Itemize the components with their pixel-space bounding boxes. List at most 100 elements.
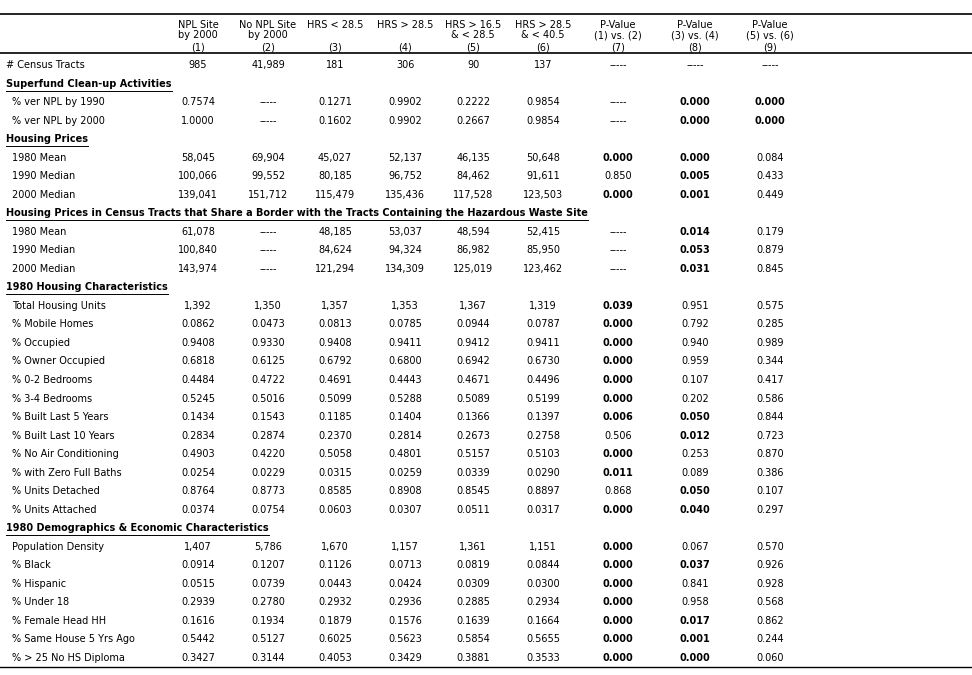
Text: 0.0862: 0.0862 bbox=[181, 319, 215, 329]
Text: -----: ----- bbox=[609, 246, 627, 255]
Text: 0.179: 0.179 bbox=[756, 227, 783, 237]
Text: % ver NPL by 2000: % ver NPL by 2000 bbox=[12, 116, 105, 126]
Text: 137: 137 bbox=[534, 60, 552, 70]
Text: 125,019: 125,019 bbox=[453, 264, 493, 274]
Text: -----: ----- bbox=[609, 264, 627, 274]
Text: 0.6818: 0.6818 bbox=[181, 356, 215, 367]
Text: 1,350: 1,350 bbox=[254, 301, 282, 311]
Text: 123,503: 123,503 bbox=[523, 190, 563, 200]
Text: 0.940: 0.940 bbox=[681, 338, 709, 348]
Text: 53,037: 53,037 bbox=[388, 227, 422, 237]
Text: 0.000: 0.000 bbox=[603, 616, 634, 626]
Text: 45,027: 45,027 bbox=[318, 153, 352, 163]
Text: 0.0317: 0.0317 bbox=[526, 505, 560, 514]
Text: 1,157: 1,157 bbox=[391, 541, 419, 551]
Text: 0.4691: 0.4691 bbox=[318, 375, 352, 385]
Text: -----: ----- bbox=[260, 264, 277, 274]
Text: % 3-4 Bedrooms: % 3-4 Bedrooms bbox=[12, 394, 92, 404]
Text: 0.1366: 0.1366 bbox=[456, 412, 490, 422]
Text: 0.000: 0.000 bbox=[603, 597, 634, 608]
Text: 1,361: 1,361 bbox=[459, 541, 487, 551]
Text: 0.089: 0.089 bbox=[681, 468, 709, 478]
Text: % Black: % Black bbox=[12, 560, 51, 570]
Text: 0.000: 0.000 bbox=[679, 653, 711, 663]
Text: 0.4722: 0.4722 bbox=[251, 375, 285, 385]
Text: 0.5099: 0.5099 bbox=[318, 394, 352, 404]
Text: 143,974: 143,974 bbox=[178, 264, 218, 274]
Text: 50,648: 50,648 bbox=[526, 153, 560, 163]
Text: 0.297: 0.297 bbox=[756, 505, 783, 514]
Text: 0.0603: 0.0603 bbox=[318, 505, 352, 514]
Text: 0.8585: 0.8585 bbox=[318, 486, 352, 496]
Text: -----: ----- bbox=[609, 116, 627, 126]
Text: 0.0819: 0.0819 bbox=[456, 560, 490, 570]
Text: 0.060: 0.060 bbox=[756, 653, 783, 663]
Text: % Female Head HH: % Female Head HH bbox=[12, 616, 106, 626]
Text: P-Value: P-Value bbox=[677, 20, 712, 30]
Text: 1,367: 1,367 bbox=[459, 301, 487, 311]
Text: (1): (1) bbox=[191, 42, 205, 52]
Text: 0.1434: 0.1434 bbox=[181, 412, 215, 422]
Text: 1980 Mean: 1980 Mean bbox=[12, 153, 66, 163]
Text: 0.0754: 0.0754 bbox=[251, 505, 285, 514]
Text: 0.000: 0.000 bbox=[603, 338, 634, 348]
Text: 0.723: 0.723 bbox=[756, 431, 783, 441]
Text: 0.000: 0.000 bbox=[603, 634, 634, 644]
Text: 0.6025: 0.6025 bbox=[318, 634, 352, 644]
Text: 0.2758: 0.2758 bbox=[526, 431, 560, 441]
Text: 0.012: 0.012 bbox=[679, 431, 711, 441]
Text: 0.2780: 0.2780 bbox=[251, 597, 285, 608]
Text: 0.1126: 0.1126 bbox=[318, 560, 352, 570]
Text: 115,479: 115,479 bbox=[315, 190, 355, 200]
Text: 85,950: 85,950 bbox=[526, 246, 560, 255]
Text: Total Housing Units: Total Housing Units bbox=[12, 301, 106, 311]
Text: 0.000: 0.000 bbox=[679, 153, 711, 163]
Text: 100,066: 100,066 bbox=[178, 171, 218, 182]
Text: P-Value: P-Value bbox=[752, 20, 787, 30]
Text: 0.040: 0.040 bbox=[679, 505, 711, 514]
Text: 0.3881: 0.3881 bbox=[456, 653, 490, 663]
Text: 0.2834: 0.2834 bbox=[181, 431, 215, 441]
Text: 0.000: 0.000 bbox=[603, 153, 634, 163]
Text: 0.0813: 0.0813 bbox=[318, 319, 352, 329]
Text: 0.868: 0.868 bbox=[605, 486, 632, 496]
Text: 0.1271: 0.1271 bbox=[318, 97, 352, 107]
Text: 0.9902: 0.9902 bbox=[388, 97, 422, 107]
Text: 0.000: 0.000 bbox=[603, 356, 634, 367]
Text: 1980 Mean: 1980 Mean bbox=[12, 227, 66, 237]
Text: 0.285: 0.285 bbox=[756, 319, 783, 329]
Text: 0.037: 0.037 bbox=[679, 560, 711, 570]
Text: 0.1397: 0.1397 bbox=[526, 412, 560, 422]
Text: 0.000: 0.000 bbox=[603, 375, 634, 385]
Text: 0.3429: 0.3429 bbox=[388, 653, 422, 663]
Text: & < 28.5: & < 28.5 bbox=[451, 30, 495, 40]
Text: 84,624: 84,624 bbox=[318, 246, 352, 255]
Text: 0.0739: 0.0739 bbox=[251, 578, 285, 589]
Text: 91,611: 91,611 bbox=[526, 171, 560, 182]
Text: 0.6792: 0.6792 bbox=[318, 356, 352, 367]
Text: 0.3427: 0.3427 bbox=[181, 653, 215, 663]
Text: 0.9411: 0.9411 bbox=[388, 338, 422, 348]
Text: 1,319: 1,319 bbox=[529, 301, 557, 311]
Text: 0.084: 0.084 bbox=[756, 153, 783, 163]
Text: 0.951: 0.951 bbox=[681, 301, 709, 311]
Text: 0.000: 0.000 bbox=[679, 116, 711, 126]
Text: % with Zero Full Baths: % with Zero Full Baths bbox=[12, 468, 122, 478]
Text: % Owner Occupied: % Owner Occupied bbox=[12, 356, 105, 367]
Text: 0.0511: 0.0511 bbox=[456, 505, 490, 514]
Text: 84,462: 84,462 bbox=[456, 171, 490, 182]
Text: 0.001: 0.001 bbox=[679, 634, 711, 644]
Text: -----: ----- bbox=[609, 97, 627, 107]
Text: 0.5245: 0.5245 bbox=[181, 394, 215, 404]
Text: -----: ----- bbox=[686, 60, 704, 70]
Text: 0.1639: 0.1639 bbox=[456, 616, 490, 626]
Text: 0.053: 0.053 bbox=[679, 246, 711, 255]
Text: 1,407: 1,407 bbox=[184, 541, 212, 551]
Text: 0.000: 0.000 bbox=[603, 653, 634, 663]
Text: 0.9412: 0.9412 bbox=[456, 338, 490, 348]
Text: 0.005: 0.005 bbox=[679, 171, 711, 182]
Text: 0.845: 0.845 bbox=[756, 264, 783, 274]
Text: -----: ----- bbox=[609, 227, 627, 237]
Text: 181: 181 bbox=[326, 60, 344, 70]
Text: 0.4801: 0.4801 bbox=[388, 449, 422, 459]
